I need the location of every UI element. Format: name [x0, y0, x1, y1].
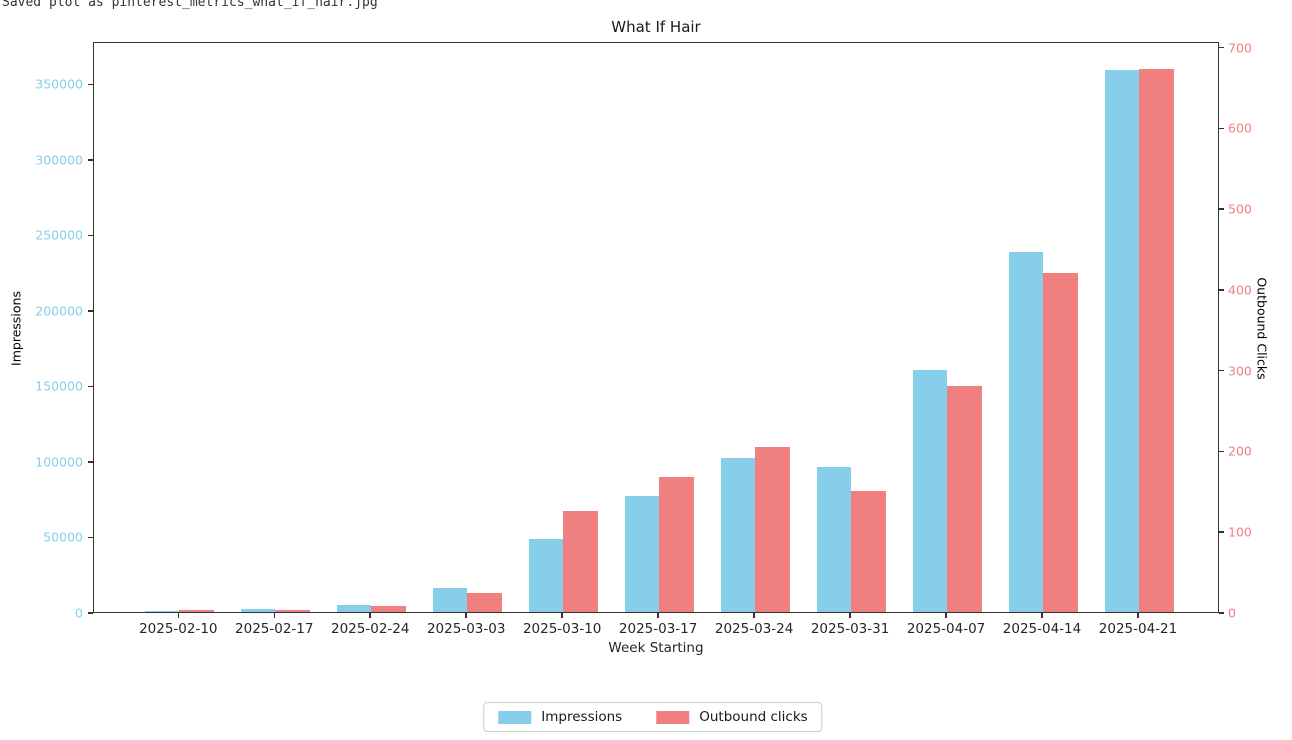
tick-mark — [561, 613, 563, 618]
tick-mark — [177, 613, 180, 618]
legend-entry-outbound-clicks: Outbound clicks — [656, 709, 808, 725]
tick-mark — [1219, 612, 1224, 614]
xtick-label: 2025-03-03 — [426, 621, 506, 637]
impressions-bar-2025-04-21 — [1104, 69, 1139, 612]
outbound-clicks-swatch — [656, 710, 690, 724]
left-ytick-label: 350000 — [35, 76, 83, 92]
outbound-clicks-bar-2025-03-17 — [659, 477, 694, 612]
outbound-clicks-bar-2025-02-24 — [371, 605, 406, 612]
tick-mark — [945, 613, 947, 618]
tick-mark — [1219, 369, 1224, 372]
tick-mark — [273, 613, 276, 618]
tick-mark — [657, 613, 659, 618]
tick-mark — [88, 536, 93, 539]
tick-mark — [1219, 450, 1224, 453]
impressions-bar-2025-04-07 — [912, 369, 948, 612]
outbound-clicks-bar-2025-04-14 — [1043, 272, 1078, 612]
tick-mark — [753, 613, 755, 618]
xtick-label: 2025-04-07 — [906, 621, 986, 637]
left-ytick-label: 0 — [75, 605, 83, 621]
left-ytick-label: 150000 — [35, 378, 83, 394]
outbound-clicks-bar-2025-03-31 — [851, 490, 886, 612]
right-ytick-label: 600 — [1228, 120, 1252, 136]
tick-mark — [465, 613, 467, 618]
right-ytick-label: 400 — [1228, 282, 1252, 298]
right-ytick-label: 700 — [1228, 40, 1252, 56]
x-axis-label: Week Starting — [608, 640, 704, 656]
chart-title: What If Hair — [611, 18, 701, 36]
left-ytick-label: 300000 — [35, 152, 83, 168]
left-ytick-label: 50000 — [43, 529, 83, 545]
legend-entry-impressions: Impressions — [498, 709, 622, 725]
xtick-label: 2025-04-14 — [1002, 621, 1082, 637]
impressions-bar-2025-03-31 — [816, 466, 852, 612]
left-axis-label: Impressions — [8, 291, 24, 366]
impressions-bar-2025-03-03 — [432, 587, 468, 612]
tick-mark — [88, 612, 93, 614]
left-ytick-label: 200000 — [35, 303, 83, 319]
right-ytick-label: 200 — [1228, 443, 1252, 459]
tick-mark — [1219, 127, 1224, 130]
right-ytick-label: 100 — [1228, 524, 1252, 540]
xtick-label: 2025-03-24 — [714, 621, 794, 637]
tick-mark — [88, 83, 93, 86]
right-ytick-label: 0 — [1228, 605, 1236, 621]
xtick-label: 2025-02-10 — [139, 621, 218, 637]
left-ytick-label: 100000 — [35, 454, 83, 470]
right-ytick-label: 500 — [1228, 201, 1252, 217]
tick-mark — [1137, 613, 1139, 618]
tick-mark — [849, 613, 851, 618]
xtick-label: 2025-03-31 — [810, 621, 890, 637]
tick-mark — [88, 310, 93, 312]
legend-label: Outbound clicks — [699, 709, 808, 725]
outbound-clicks-bar-2025-03-03 — [467, 593, 502, 612]
tick-mark — [1219, 531, 1224, 533]
impressions-bar-2025-03-24 — [720, 457, 756, 612]
outbound-clicks-bar-2025-03-24 — [755, 447, 790, 612]
tick-mark — [1219, 208, 1224, 210]
legend: Impressions Outbound clicks — [483, 702, 823, 732]
tick-mark — [1041, 613, 1043, 618]
xtick-label: 2025-03-10 — [522, 621, 602, 637]
impressions-bar-2025-03-17 — [624, 495, 660, 612]
impressions-bar-2025-04-14 — [1008, 251, 1044, 612]
tick-mark — [1219, 289, 1224, 291]
impressions-bar-2025-03-10 — [528, 538, 564, 612]
outbound-clicks-bar-2025-04-07 — [947, 385, 982, 612]
left-ytick-label: 250000 — [35, 227, 83, 243]
outbound-clicks-bar-2025-02-17 — [275, 609, 310, 612]
tick-mark — [88, 159, 93, 161]
tick-mark — [88, 461, 93, 463]
xtick-label: 2025-04-21 — [1098, 621, 1178, 637]
tick-mark — [1219, 46, 1224, 49]
tick-mark — [88, 234, 93, 237]
outbound-clicks-bar-2025-03-10 — [563, 511, 598, 612]
terminal-output-line: Saved plot as pinterest_metrics_what_if_… — [2, 0, 378, 10]
impressions-bar-2025-02-17 — [240, 609, 276, 612]
xtick-label: 2025-03-17 — [618, 621, 698, 637]
tick-mark — [88, 385, 93, 388]
legend-label: Impressions — [541, 709, 623, 725]
plot-area — [93, 42, 1219, 613]
impressions-bar-2025-02-10 — [144, 610, 180, 612]
outbound-clicks-bar-2025-04-21 — [1139, 69, 1174, 612]
tick-mark — [369, 613, 371, 618]
xtick-label: 2025-02-17 — [235, 621, 314, 637]
right-ytick-label: 300 — [1228, 363, 1252, 379]
impressions-swatch — [498, 710, 532, 724]
outbound-clicks-bar-2025-02-10 — [179, 610, 214, 612]
impressions-bar-2025-02-24 — [336, 605, 372, 612]
xtick-label: 2025-02-24 — [331, 621, 410, 637]
right-axis-label: Outbound Clicks — [1254, 277, 1270, 380]
